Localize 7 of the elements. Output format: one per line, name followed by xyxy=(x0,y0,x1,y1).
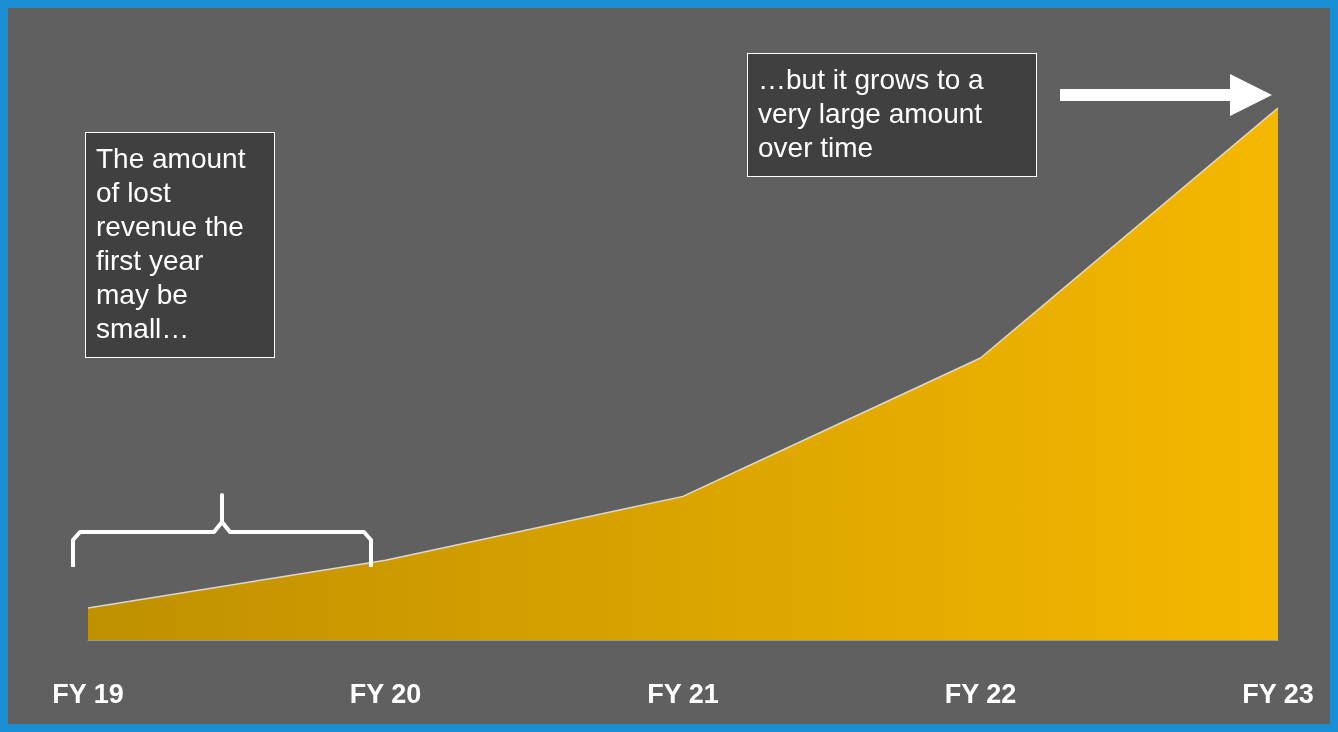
x-tick-label: FY 19 xyxy=(52,678,124,709)
x-tick-label: FY 22 xyxy=(944,678,1017,709)
annotation: …but it grows to a very large amount over time xyxy=(758,63,992,163)
x-tick-label: FY 20 xyxy=(349,678,422,709)
x-tick-label: FY 23 xyxy=(1242,678,1314,709)
x-tick-label: FY 21 xyxy=(647,678,719,709)
annotation: The amount of lost revenue the first year may be small… xyxy=(96,142,254,344)
